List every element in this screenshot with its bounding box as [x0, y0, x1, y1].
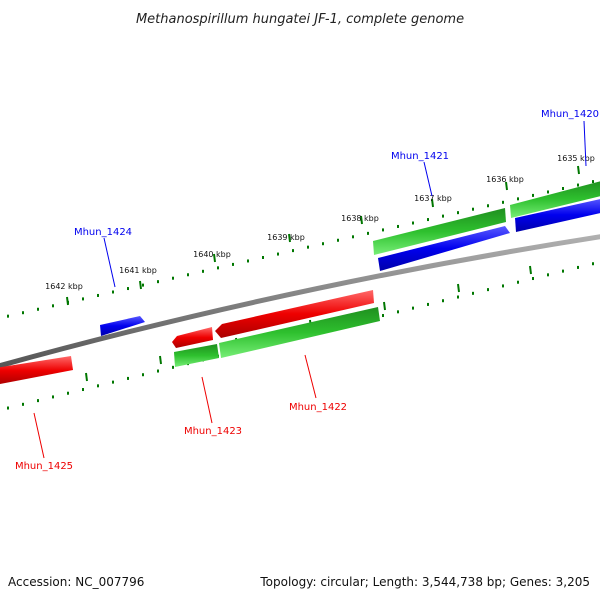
- tick-label: 1639 kbp: [267, 233, 305, 242]
- gene-mhun-1421-arrow[interactable]: [378, 226, 510, 271]
- gene-leader-line: [583, 120, 587, 167]
- gc-track-segment: [219, 307, 380, 358]
- map-title: Methanospirillum hungatei JF-1, complete…: [136, 12, 464, 27]
- gene-label-mhun-1425[interactable]: Mhun_1425: [15, 461, 73, 472]
- outer-tick-track: [7, 165, 594, 318]
- gene-label-mhun-1420[interactable]: Mhun_1420: [541, 109, 599, 120]
- tick-label: 1638 kbp: [341, 214, 379, 223]
- major-tick: [66, 296, 69, 306]
- gene-leader-line: [201, 376, 213, 424]
- major-tick: [360, 215, 363, 225]
- major-tick: [529, 265, 532, 275]
- gene-mhun-1422-arrow[interactable]: [215, 290, 374, 338]
- tick-label: 1640 kbp: [193, 250, 231, 259]
- accession-text: Accession: NC_007796: [8, 575, 144, 589]
- major-tick: [505, 181, 508, 191]
- major-tick: [431, 198, 434, 208]
- gc-track-segment: [373, 208, 506, 255]
- gene-mhun-1423-arrow[interactable]: [172, 327, 213, 348]
- gene-mhun-1420-arrow[interactable]: [515, 198, 600, 232]
- gene-label-mhun-1421[interactable]: Mhun_1421: [391, 151, 449, 162]
- gene-leader-line: [33, 412, 45, 459]
- major-tick: [288, 233, 291, 243]
- tick-label: 1641 kbp: [119, 266, 157, 275]
- gene-leader-line: [103, 237, 116, 288]
- gene-labels: Mhun_1420 Mhun_1421 Mhun_1422 Mhun_1423 Mhun…: [15, 109, 599, 472]
- gene-label-mhun-1423[interactable]: Mhun_1423: [184, 426, 242, 437]
- major-tick: [159, 355, 162, 365]
- major-tick: [577, 165, 580, 175]
- major-tick: [383, 301, 386, 311]
- tick-label: 1637 kbp: [414, 194, 452, 203]
- gene-leader-line: [423, 161, 433, 197]
- gc-track-segment: [510, 181, 600, 218]
- gene-label-mhun-1422[interactable]: Mhun_1422: [289, 402, 347, 413]
- major-tick: [457, 283, 460, 293]
- genome-backbone: [0, 234, 600, 369]
- gene-mhun-1424-arrow[interactable]: [100, 316, 145, 336]
- gene-label-mhun-1424[interactable]: Mhun_1424: [74, 227, 132, 238]
- tick-label: 1642 kbp: [45, 282, 83, 291]
- major-tick: [85, 372, 88, 382]
- tick-label: 1635 kbp: [557, 154, 595, 163]
- gene-leader-line: [304, 354, 317, 399]
- major-tick: [213, 253, 216, 263]
- tick-label: 1636 kbp: [486, 175, 524, 184]
- tick-labels: 1635 kbp 1636 kbp 1637 kbp 1638 kbp 1639 kbp…: [45, 154, 595, 291]
- gc-track-segment: [174, 344, 219, 367]
- genome-summary-text: Topology: circular; Length: 3,544,738 bp…: [259, 575, 590, 589]
- gene-mhun-1425-arrow[interactable]: [0, 356, 73, 385]
- major-tick: [139, 280, 142, 290]
